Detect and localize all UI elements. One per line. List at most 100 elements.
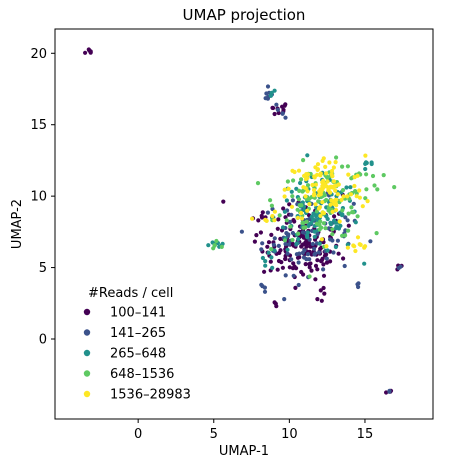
scatter-point <box>308 261 313 266</box>
scatter-point <box>320 210 325 215</box>
scatter-point <box>312 191 317 196</box>
scatter-point <box>305 230 310 235</box>
x-tick-label: 5 <box>210 427 218 442</box>
scatter-point <box>297 255 302 260</box>
scatter-point <box>276 243 281 248</box>
scatter-point <box>265 244 270 249</box>
scatter-point <box>282 194 287 199</box>
scatter-point <box>282 103 287 108</box>
scatter-point <box>372 183 377 188</box>
scatter-point <box>296 260 301 265</box>
scatter-point <box>387 388 392 393</box>
scatter-point <box>264 218 269 223</box>
scatter-point <box>290 198 295 203</box>
legend-marker <box>83 329 91 336</box>
scatter-point <box>275 107 280 112</box>
scatter-point <box>305 153 310 158</box>
x-tick-label: 15 <box>357 427 374 442</box>
scatter-point <box>287 265 292 270</box>
scatter-point <box>272 218 277 223</box>
scatter-point <box>324 256 329 261</box>
scatter-point <box>330 209 335 214</box>
scatter-point <box>346 228 351 233</box>
scatter-point <box>363 244 368 249</box>
scatter-point <box>291 273 296 278</box>
scatter-point <box>332 214 337 219</box>
scatter-point <box>313 182 318 187</box>
scatter-point <box>294 252 299 257</box>
scatter-point <box>301 220 306 225</box>
scatter-point <box>289 189 294 194</box>
scatter-point <box>282 297 287 302</box>
scatter-point <box>333 160 338 165</box>
scatter-point <box>305 252 311 257</box>
scatter-point <box>321 273 327 278</box>
scatter-point <box>320 183 325 189</box>
scatter-point <box>266 250 271 255</box>
scatter-point <box>328 237 333 242</box>
scatter-point <box>341 194 346 199</box>
scatter-point <box>335 192 340 197</box>
scatter-point <box>331 165 336 170</box>
scatter-point <box>316 199 321 204</box>
scatter-point <box>339 197 344 202</box>
scatter-point <box>283 115 288 120</box>
scatter-point <box>270 206 275 212</box>
scatter-point <box>316 250 322 255</box>
scatter-point <box>340 233 345 238</box>
scatter-point <box>317 205 322 210</box>
scatter-point <box>282 209 287 214</box>
scatter-point <box>295 207 300 212</box>
chart-title: UMAP projection <box>183 6 306 24</box>
scatter-point <box>348 192 354 197</box>
scatter-point <box>299 244 304 249</box>
scatter-point <box>317 227 322 232</box>
scatter-point <box>349 205 354 210</box>
scatter-point <box>286 242 292 247</box>
y-tick-label: 20 <box>30 47 47 62</box>
scatter-point <box>364 160 369 166</box>
scatter-point <box>340 208 345 213</box>
scatter-point <box>333 188 338 193</box>
scatter-point <box>313 263 319 268</box>
scatter-point <box>280 225 286 230</box>
scatter-point <box>336 251 341 256</box>
scatter-point <box>312 234 317 239</box>
scatter-point <box>330 174 335 179</box>
scatter-point <box>319 237 324 242</box>
scatter-point <box>346 211 351 216</box>
scatter-point <box>299 216 305 221</box>
scatter-point <box>311 211 316 216</box>
scatter-point <box>266 240 272 245</box>
scatter-point <box>318 187 323 192</box>
scatter-point <box>282 238 287 243</box>
scatter-point <box>324 260 330 265</box>
x-axis-label: UMAP-1 <box>219 444 269 459</box>
scatter-point <box>303 194 308 199</box>
scatter-point <box>289 257 294 262</box>
scatter-point <box>324 244 329 249</box>
scatter-point <box>282 187 287 192</box>
scatter-point <box>357 195 362 200</box>
scatter-point <box>315 162 321 167</box>
y-tick-label: 0 <box>39 333 47 348</box>
scatter-point <box>392 185 397 190</box>
scatter-point <box>305 183 311 188</box>
x-tick-label: 0 <box>134 427 142 442</box>
scatter-point <box>254 233 259 238</box>
scatter-point <box>306 197 311 202</box>
scatter-point <box>259 213 264 218</box>
scatter-point <box>88 49 93 54</box>
scatter-point <box>206 243 211 248</box>
scatter-point <box>346 172 351 177</box>
y-tick-label: 10 <box>30 190 47 205</box>
y-axis-label: UMAP-2 <box>10 199 25 249</box>
scatter-point <box>321 267 326 272</box>
scatter-point <box>212 243 217 248</box>
scatter-point <box>262 269 267 274</box>
scatter-point <box>260 255 265 261</box>
scatter-point <box>315 232 320 237</box>
scatter-point <box>214 238 219 244</box>
scatter-point <box>313 277 318 282</box>
scatter-point <box>270 265 275 270</box>
